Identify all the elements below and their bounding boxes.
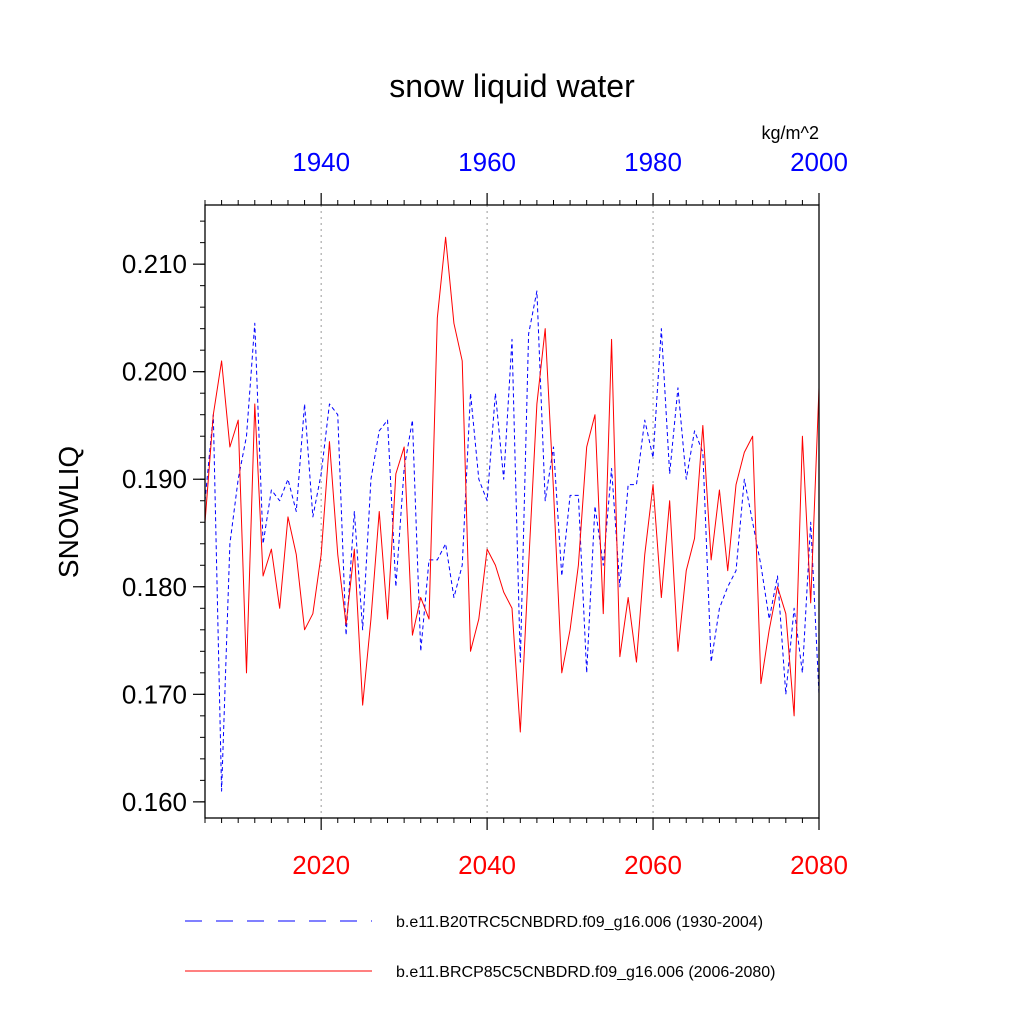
bottom-tick-label: 2080 bbox=[790, 850, 848, 880]
bottom-tick-label: 2020 bbox=[292, 850, 350, 880]
legend-label-historical: b.e11.B20TRC5CNBDRD.f09_g16.006 (1930-20… bbox=[396, 914, 763, 931]
y-tick-label: 0.200 bbox=[122, 357, 187, 387]
plot-frame bbox=[204, 204, 820, 819]
y-tick-label: 0.180 bbox=[122, 572, 187, 602]
bottom-tick-label: 2040 bbox=[458, 850, 516, 880]
legend-label-rcp85: b.e11.BRCP85C5CNBDRD.f09_g16.006 (2006-2… bbox=[396, 964, 775, 981]
chart-title: snow liquid water bbox=[389, 68, 635, 104]
y-axis-label: SNOWLIQ bbox=[53, 446, 84, 578]
y-tick-label: 0.160 bbox=[122, 787, 187, 817]
series-line-rcp85 bbox=[204, 236, 820, 733]
units-label: kg/m^2 bbox=[762, 123, 819, 143]
axes: 0.160 0.170 0.180 0.190 0.200 0.210 1940 1960 19… bbox=[122, 147, 848, 880]
y-tick-label: 0.190 bbox=[122, 464, 187, 494]
top-tick-label: 1980 bbox=[624, 147, 682, 177]
y-tick-label: 0.170 bbox=[122, 679, 187, 709]
series-lines bbox=[204, 236, 820, 792]
bottom-tick-label: 2060 bbox=[624, 850, 682, 880]
y-tick-label: 0.210 bbox=[122, 249, 187, 279]
series-line-historical bbox=[204, 290, 820, 792]
top-tick-label: 2000 bbox=[790, 147, 848, 177]
legend: b.e11.B20TRC5CNBDRD.f09_g16.006 (1930-20… bbox=[185, 914, 775, 981]
top-tick-label: 1960 bbox=[458, 147, 516, 177]
top-tick-label: 1940 bbox=[292, 147, 350, 177]
grid-lines bbox=[320, 205, 654, 818]
